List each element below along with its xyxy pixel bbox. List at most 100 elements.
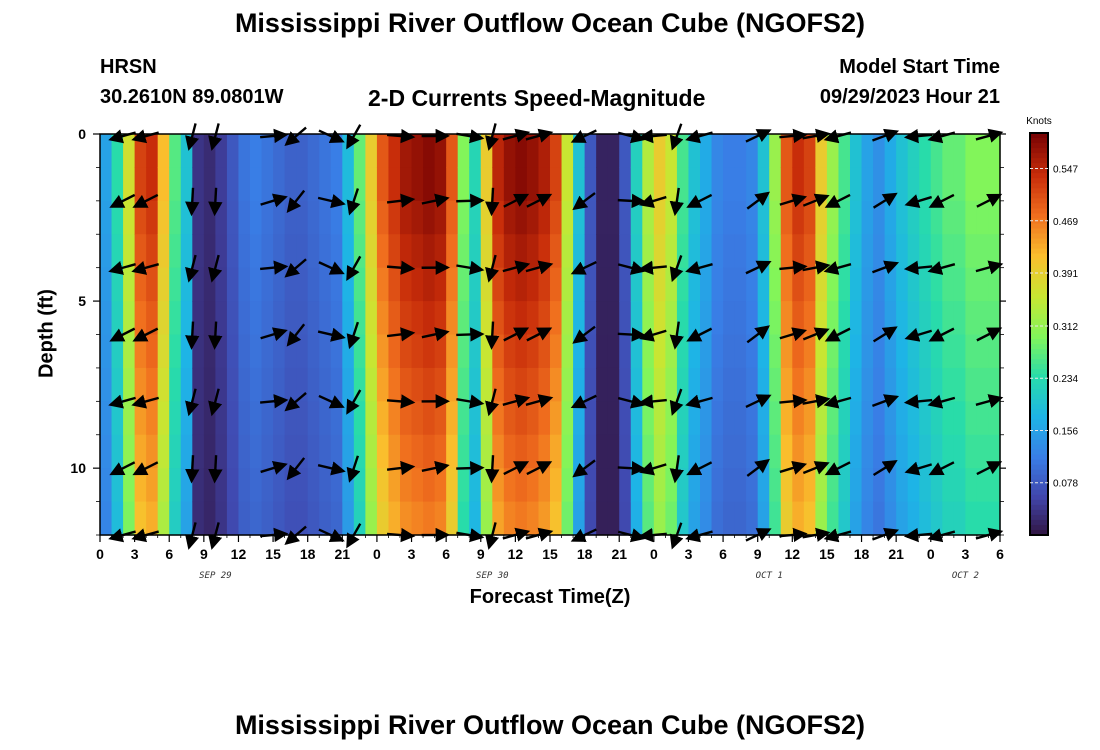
heatmap-cell [861,167,874,202]
heatmap-cell [319,234,332,269]
date-label: SEP 29 [199,571,232,581]
heatmap-cell [146,434,159,469]
heatmap-cell [492,334,505,369]
heatmap-cell [630,267,643,302]
heatmap-cell [273,267,286,302]
x-tick-label: 9 [754,546,762,562]
heatmap-cell [550,234,563,269]
heatmap-cell [526,267,540,302]
heatmap-cell [711,367,724,402]
colorbar-segment [1030,389,1048,395]
heatmap-cell [203,301,216,336]
heatmap-cell [226,434,240,469]
heatmap-cell [873,401,886,436]
model-start-label: Model Start Time [839,56,1000,78]
heatmap-cell [538,367,551,402]
heatmap-cell [757,267,770,302]
heatmap-cell [896,234,909,269]
heatmap-cell [630,167,643,202]
heatmap-cell [711,234,724,269]
current-vector-arrow [526,327,553,342]
heatmap-cell [550,367,563,402]
heatmap-cell [653,200,666,235]
heatmap-cell [930,501,943,536]
heatmap-cell [273,401,286,436]
heatmap-cell [353,134,366,169]
heatmap-cell [907,367,920,402]
current-vector-arrow [260,394,289,409]
heatmap-cell [238,468,251,503]
heatmap-cell [134,200,147,235]
heatmap-cell [965,501,978,536]
heatmap-cell [526,234,540,269]
heatmap-cell [446,401,459,436]
heatmap-cell [480,234,493,269]
heatmap-cell [123,267,136,302]
heatmap-cell [850,301,863,336]
heatmap-cell [619,334,632,369]
heatmap-cell [238,434,251,469]
heatmap-cell [676,334,690,369]
heatmap-cell [192,334,205,369]
heatmap-cell [192,401,205,436]
heatmap-cell [780,167,793,202]
heatmap-cell [100,267,113,302]
current-vector-arrow [669,255,684,283]
heatmap-cell [861,234,874,269]
heatmap-cell [515,267,528,302]
x-tick-label: 3 [685,546,693,562]
heatmap-cell [826,468,840,503]
x-tick-label: 12 [231,546,247,562]
heatmap-cell [169,334,182,369]
x-tick-label: 9 [477,546,485,562]
current-vector-arrow [318,394,345,409]
heatmap-cell [238,134,251,169]
heatmap-cell [376,334,390,369]
heatmap-cell [573,501,586,536]
heatmap-cell [400,334,413,369]
heatmap-cell [203,367,216,402]
heatmap-cell [365,267,378,302]
heatmap-cell [700,468,713,503]
x-tick-label: 21 [335,546,351,562]
colorbar-segment [1030,404,1048,410]
heatmap-cell [630,434,643,469]
heatmap-cell [492,301,505,336]
heatmap-cell [919,434,932,469]
heatmap-cell [700,334,713,369]
heatmap-cell [711,301,724,336]
heatmap-cell [123,367,136,402]
heatmap-cell [919,267,932,302]
heatmap-cell [700,367,713,402]
heatmap-cell [850,200,863,235]
heatmap-cell [284,301,297,336]
current-vector-arrow [485,187,500,217]
heatmap-cell [780,301,793,336]
heatmap-cell [688,401,701,436]
heatmap-cell [261,401,274,436]
heatmap-cell [365,401,378,436]
colorbar-segment [1030,399,1048,405]
heatmap-cell [503,167,516,202]
heatmap-cell [619,200,632,235]
heatmap-cell [953,367,966,402]
heatmap-cell [353,200,366,235]
heatmap-cell [376,134,390,169]
heatmap-cell [584,401,597,436]
colorbar-segment [1030,198,1048,204]
heatmap-cell [111,234,124,269]
heatmap-cell [434,301,447,336]
heatmap-cell [734,367,747,402]
heatmap-cell [746,334,759,369]
colorbar-segment [1030,273,1048,280]
heatmap-cell [561,401,574,436]
heatmap-cell [192,468,205,503]
heatmap-cell [607,434,620,469]
heatmap-cell [169,234,182,269]
current-vector-arrow [346,188,361,216]
heatmap-cell [319,401,332,436]
colorbar-segment [1030,153,1048,159]
heatmap-cell [907,267,920,302]
current-vector-arrow [421,193,450,208]
heatmap-cell [261,167,274,202]
